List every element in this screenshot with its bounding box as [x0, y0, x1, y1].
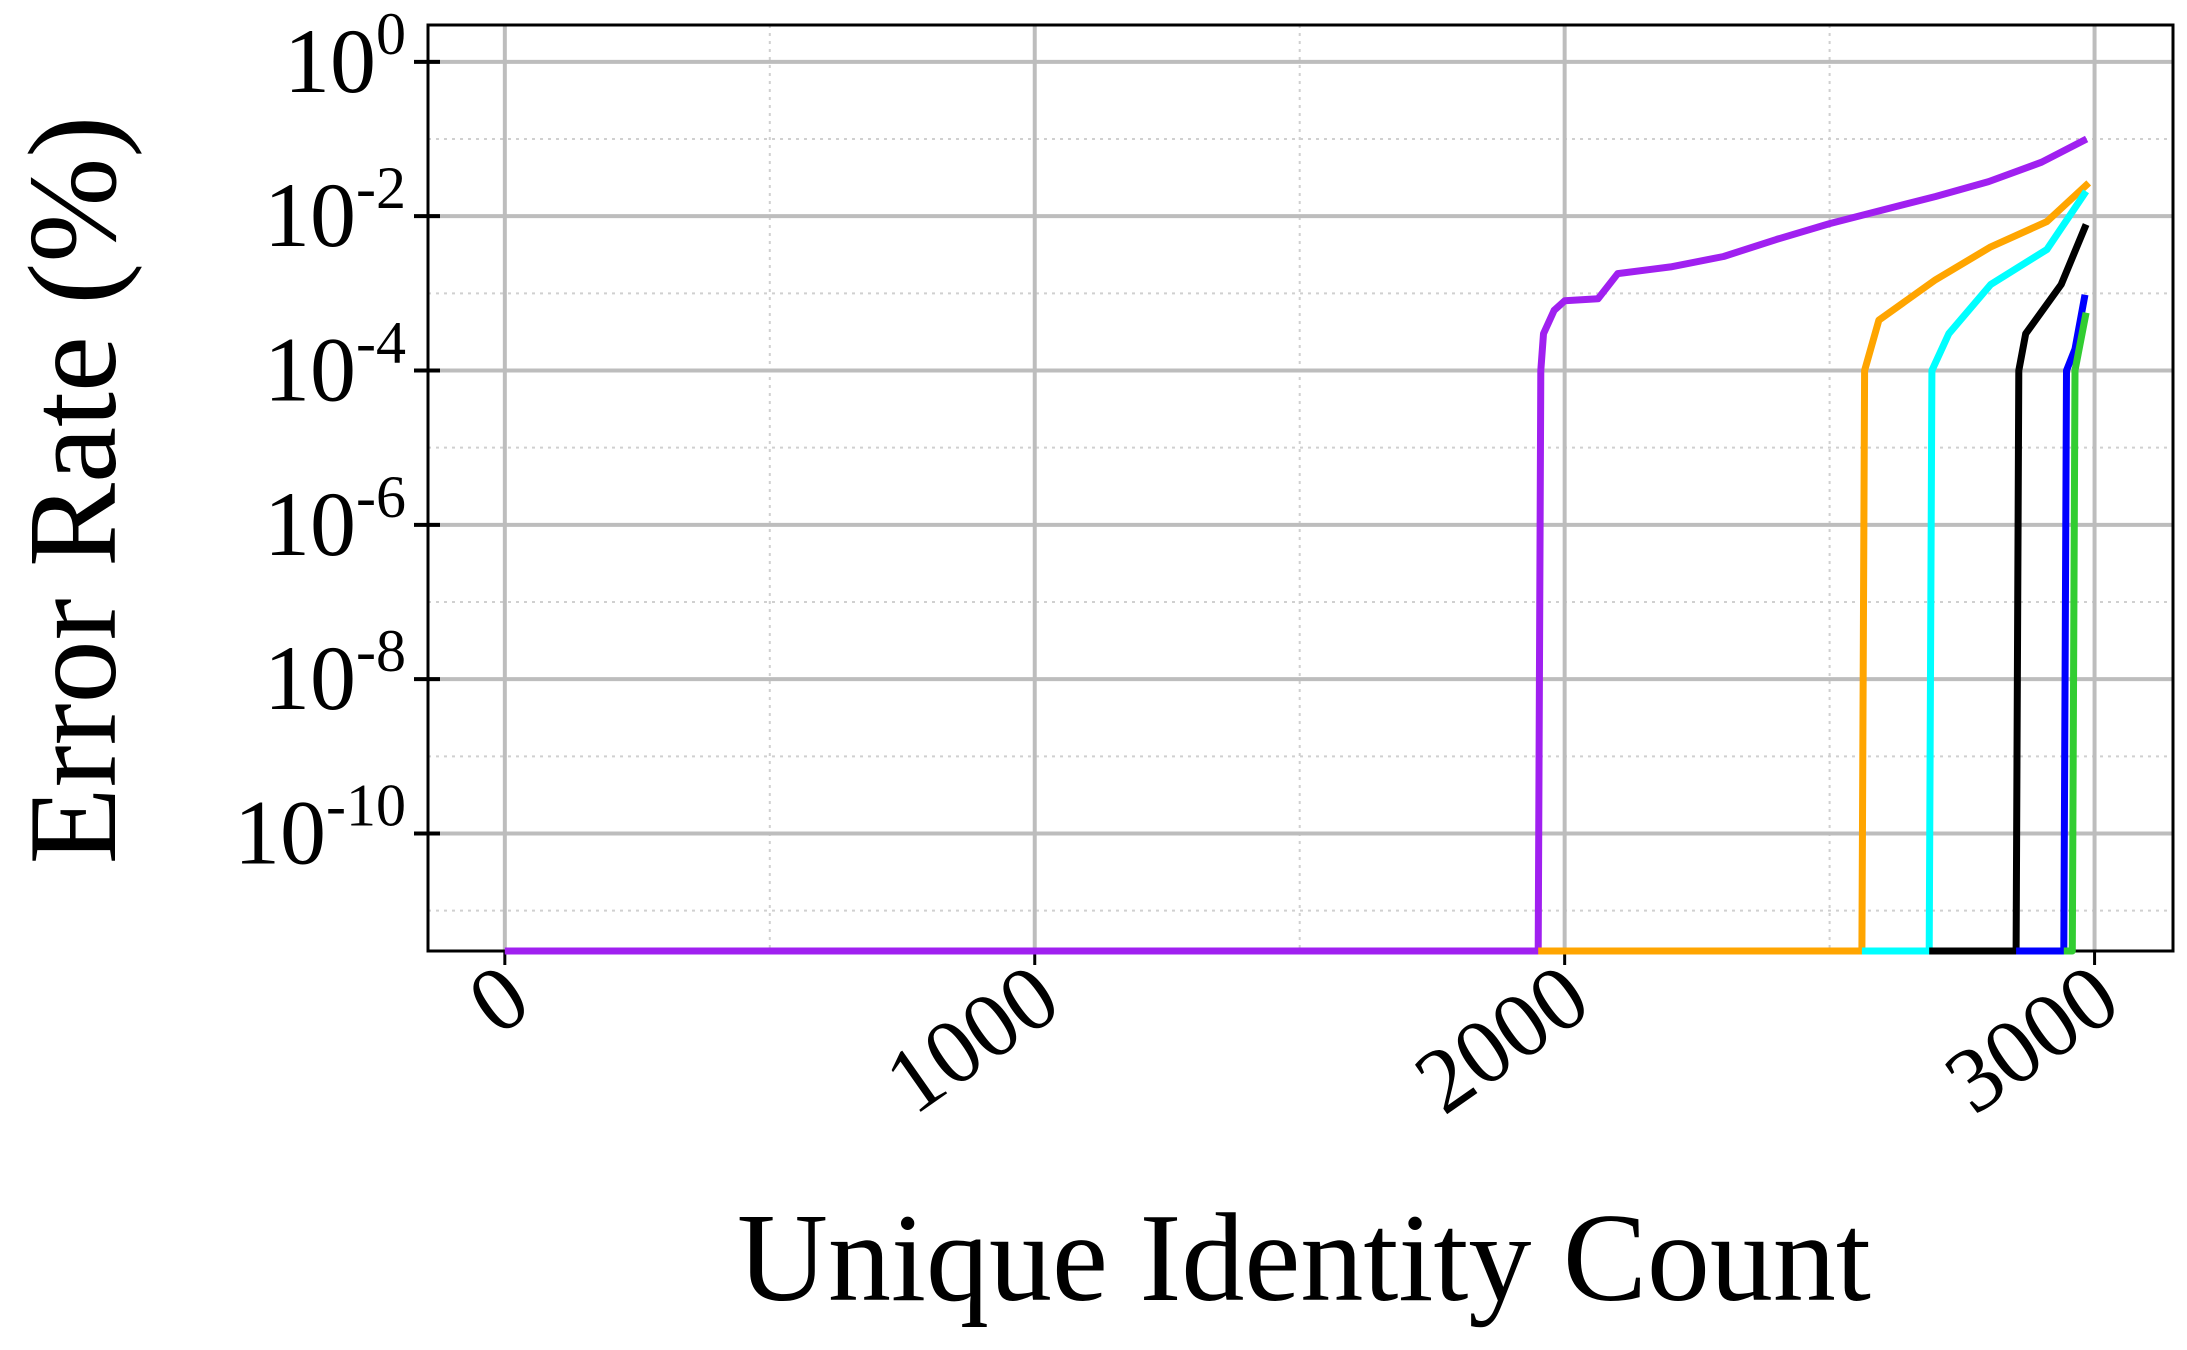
series-line: [2016, 294, 2089, 955]
x-tick-label: 2000: [1397, 944, 1606, 1133]
x-axis-label: Unique Identity Count: [737, 1189, 1871, 1328]
y-tick-label: 10-10: [234, 772, 406, 883]
y-tick-label: 100: [284, 1, 406, 112]
series-line: [2063, 312, 2090, 955]
y-tick-exponent: 0: [376, 1, 406, 67]
series-line: [504, 135, 2089, 955]
y-tick-base: 10: [234, 781, 326, 883]
y-tick-label: 10-8: [264, 618, 406, 729]
y-tick-exponent: -10: [326, 772, 406, 838]
y-tick-exponent: -8: [356, 618, 406, 684]
series-line: [1929, 223, 2090, 955]
x-tick-label: 0: [450, 944, 546, 1054]
y-tick-label: 10-6: [264, 464, 406, 575]
y-tick-exponent: -2: [356, 155, 406, 221]
y-tick-base: 10: [264, 473, 356, 575]
y-tick-exponent: -6: [356, 464, 406, 530]
x-tick-label: 1000: [867, 944, 1076, 1133]
y-tick-exponent: -4: [356, 309, 406, 375]
y-tick-label: 10-2: [264, 155, 406, 266]
y-tick-label: 10-4: [264, 309, 406, 420]
y-tick-base: 10: [264, 318, 356, 420]
x-tick-label: 3000: [1927, 944, 2136, 1133]
y-tick-base: 10: [284, 10, 376, 112]
series-line: [1538, 180, 2092, 955]
y-axis-label: Error Rate (%): [4, 116, 143, 865]
y-tick-base: 10: [264, 627, 356, 729]
y-tick-base: 10: [264, 164, 356, 266]
